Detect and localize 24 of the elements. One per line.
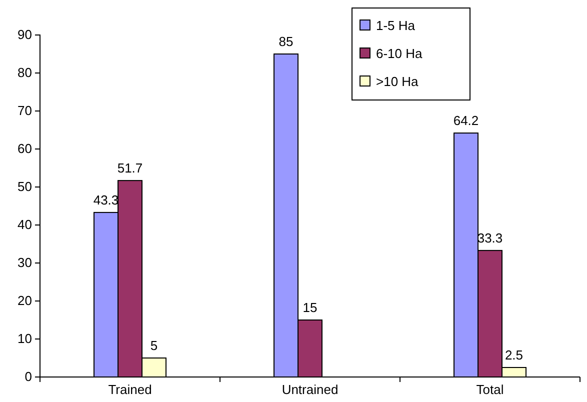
legend-label: 6-10 Ha — [376, 46, 424, 61]
data-label: 33.3 — [477, 230, 503, 246]
data-label: 85 — [278, 34, 294, 49]
data-label: 51.7 — [117, 160, 143, 176]
data-label: 5 — [150, 338, 158, 353]
data-label: 43.3 — [93, 192, 119, 208]
y-tick-label: 30 — [18, 255, 32, 270]
y-tick-label: 0 — [24, 369, 32, 384]
data-label: 64.2 — [453, 113, 479, 128]
y-tick-label: 20 — [18, 293, 32, 308]
legend-label: 1-5 Ha — [376, 18, 416, 33]
y-tick-label: 40 — [18, 217, 32, 232]
y-tick-label: 60 — [18, 141, 32, 156]
data-label: 2.5 — [504, 348, 524, 362]
x-tick-label: Total — [476, 382, 504, 398]
y-tick-label: 50 — [18, 179, 32, 194]
y-tick-label: 90 — [18, 27, 32, 42]
legend-label: >10 Ha — [376, 74, 420, 89]
data-label: 15 — [302, 300, 318, 315]
x-tick-label: Trained — [108, 382, 152, 398]
y-tick-label: 80 — [18, 65, 32, 80]
y-tick-label: 70 — [18, 103, 32, 118]
x-tick-label: Untrained — [282, 382, 338, 398]
y-tick-label: 10 — [18, 331, 32, 346]
